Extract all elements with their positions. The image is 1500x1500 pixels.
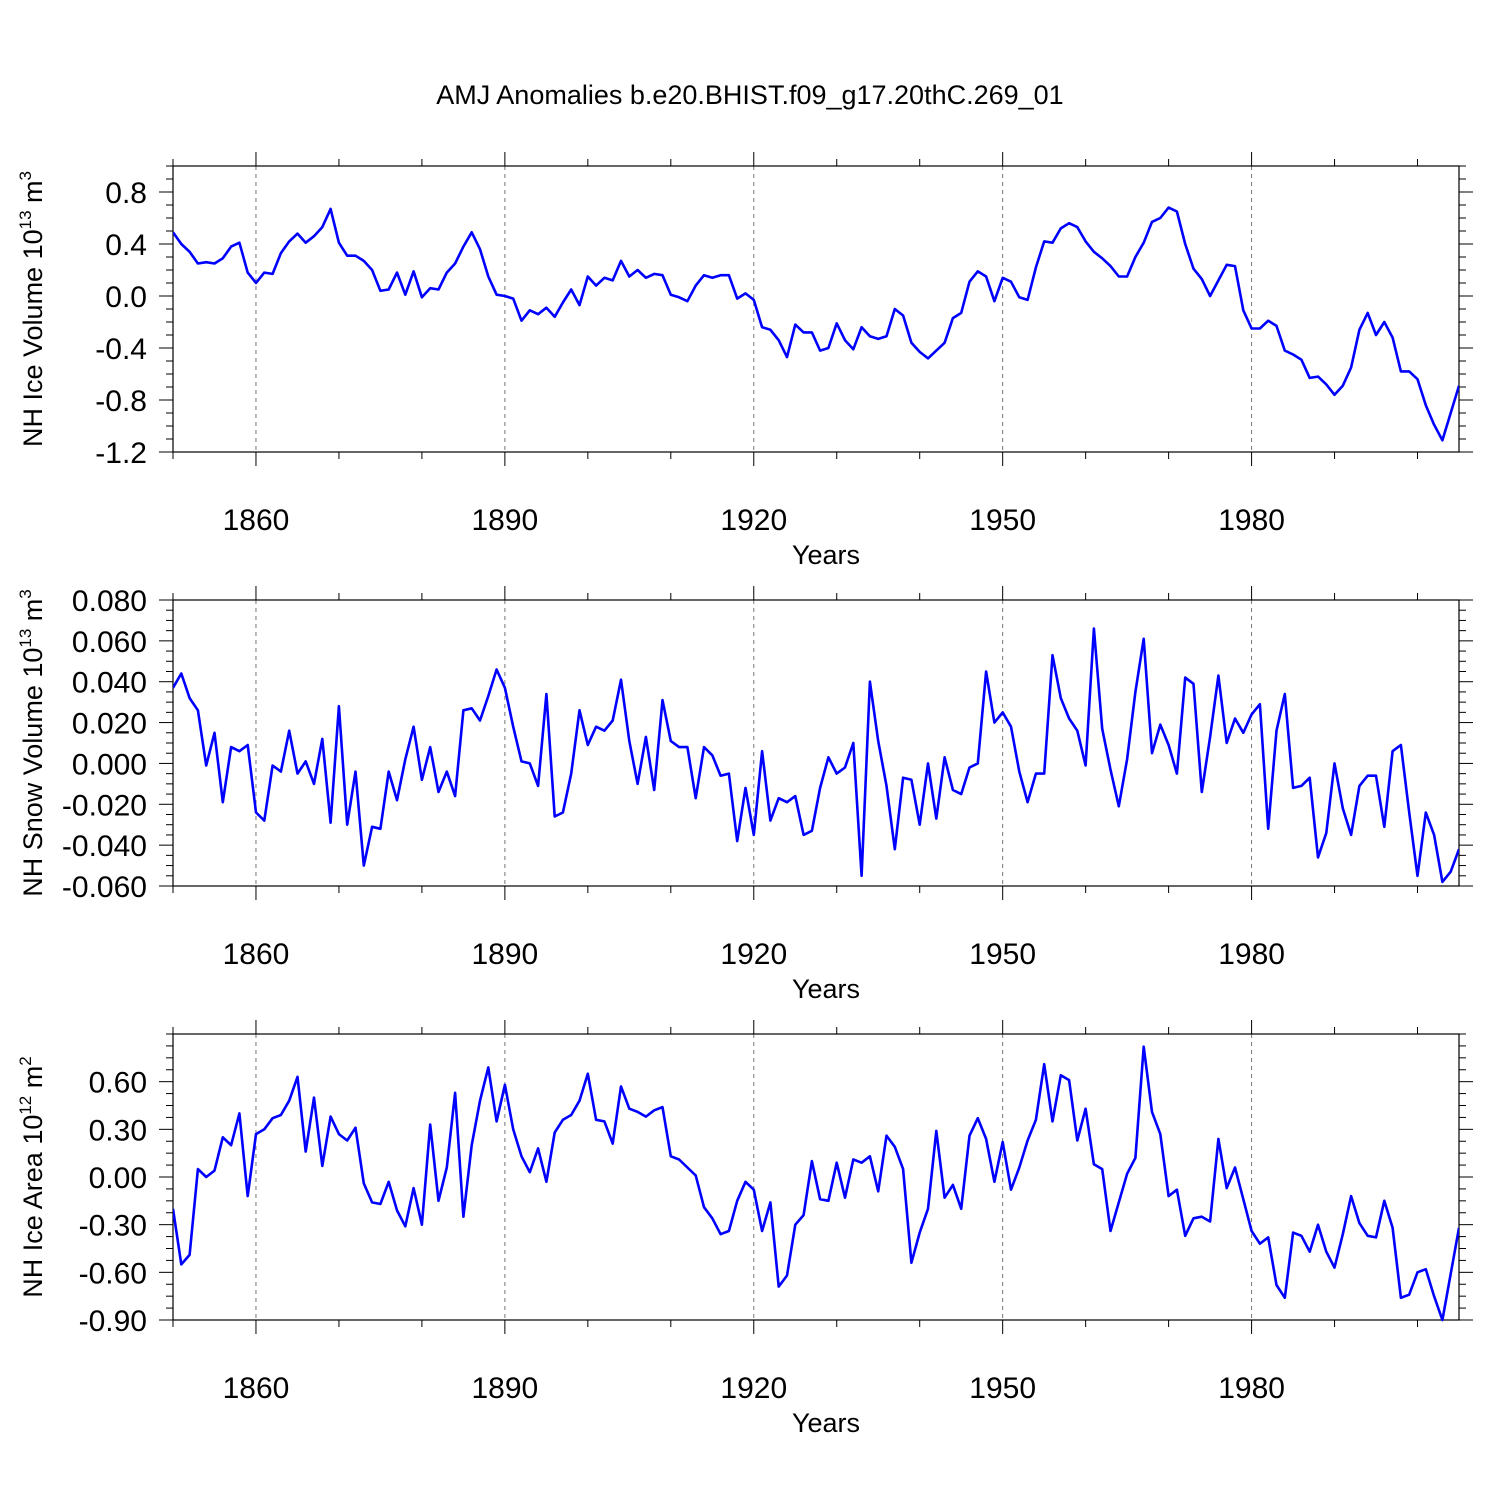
plot-frame (172, 599, 1460, 887)
data-series-line (173, 1045, 1459, 1322)
x-tick-label: 1980 (1218, 504, 1285, 537)
y-tick-label: -0.4 (95, 333, 147, 366)
x-axis-label: Years (792, 540, 860, 570)
data-series-line (173, 627, 1459, 884)
x-tick-label: 1980 (1218, 938, 1285, 971)
x-tick-label: 1980 (1218, 1372, 1285, 1405)
x-tick-label: 1950 (969, 938, 1036, 971)
x-axis-label: Years (792, 974, 860, 1004)
y-axis-label: NH Ice Volume 1013 m3 (16, 171, 48, 447)
y-tick-label: 0.30 (89, 1114, 147, 1147)
y-tick-label: 0.00 (89, 1162, 147, 1195)
y-tick-label: -0.020 (62, 789, 147, 822)
data-series-line (173, 206, 1459, 442)
x-tick-label: 1950 (969, 504, 1036, 537)
y-axis-label: NH Ice Area 1012 m2 (16, 1056, 48, 1297)
y-tick-label: 0.000 (72, 748, 147, 781)
y-tick-label: -0.8 (95, 385, 147, 418)
y-tick-label: -0.040 (62, 830, 147, 863)
x-tick-label: 1860 (223, 938, 290, 971)
y-tick-label: -0.90 (79, 1305, 147, 1338)
y-tick-label: 0.060 (72, 626, 147, 659)
x-tick-label: 1920 (720, 938, 787, 971)
y-tick-label: 0.4 (105, 229, 147, 262)
x-tick-label: 1890 (471, 938, 538, 971)
plot-frame (172, 165, 1460, 453)
y-tick-label: 0.0 (105, 281, 147, 314)
x-tick-label: 1890 (471, 504, 538, 537)
chart-panel-3: 1860 1890 1920 1950 1980 -0.90 -0.60 -0.30 0.00 0… (16, 1020, 1473, 1438)
y-tick-label: -0.60 (79, 1257, 147, 1290)
y-axis-label: NH Snow Volume 1013 m3 (16, 589, 48, 897)
y-tick-label: -0.30 (79, 1210, 147, 1243)
y-tick-label: -1.2 (95, 437, 147, 470)
x-tick-label: 1860 (223, 1372, 290, 1405)
chart-title: AMJ Anomalies b.e20.BHIST.f09_g17.20thC.… (436, 80, 1063, 110)
x-tick-label: 1860 (223, 504, 290, 537)
y-tick-label: 0.040 (72, 667, 147, 700)
x-tick-label: 1920 (720, 504, 787, 537)
y-tick-label: 0.8 (105, 177, 147, 210)
y-tick-label: 0.60 (89, 1067, 147, 1100)
y-tick-label: -0.060 (62, 871, 147, 904)
x-tick-label: 1920 (720, 1372, 787, 1405)
chart-panel-1: 1860 1890 1920 1950 1980 -1.2 -0.8 -0.4 0.0 0.4 0.… (16, 152, 1473, 570)
x-tick-label: 1890 (471, 1372, 538, 1405)
x-axis-label: Years (792, 1408, 860, 1438)
y-tick-label: 0.020 (72, 708, 147, 741)
y-tick-label: 0.080 (72, 585, 147, 618)
chart-panel-2: 1860 1890 1920 1950 1980 -0.060 -0.040 -0.020 0.… (16, 585, 1473, 1004)
x-tick-label: 1950 (969, 1372, 1036, 1405)
